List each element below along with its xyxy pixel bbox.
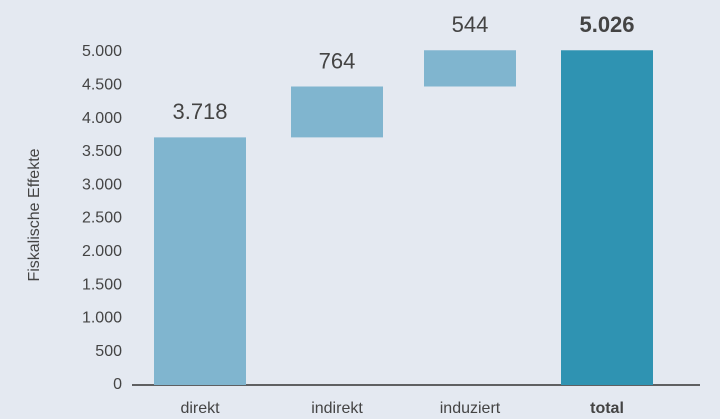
bar <box>154 137 246 385</box>
value-label: 544 <box>452 12 489 37</box>
bar <box>291 86 383 138</box>
y-tick-label: 2.000 <box>82 243 122 260</box>
value-label: 3.718 <box>172 99 227 124</box>
y-tick-label: 1.000 <box>82 310 122 327</box>
x-tick-label: direkt <box>180 400 220 417</box>
x-tick-label: induziert <box>440 400 501 417</box>
y-tick-label: 500 <box>95 343 122 360</box>
bar <box>424 50 516 87</box>
y-tick-label: 2.500 <box>82 210 122 227</box>
x-tick-label: total <box>590 400 624 417</box>
bar <box>561 50 653 385</box>
x-tick-label: indirekt <box>311 400 363 417</box>
y-tick-label: 3.500 <box>82 143 122 160</box>
value-label: 5.026 <box>579 12 634 37</box>
y-tick-label: 4.500 <box>82 77 122 94</box>
y-tick-label: 3.000 <box>82 176 122 193</box>
value-label: 764 <box>319 48 356 73</box>
y-tick-label: 5.000 <box>82 43 122 60</box>
y-tick-label: 1.500 <box>82 276 122 293</box>
y-tick-label: 4.000 <box>82 110 122 127</box>
y-tick-label: 0 <box>113 376 122 393</box>
y-axis-label: Fiskalische Effekte <box>26 148 43 281</box>
